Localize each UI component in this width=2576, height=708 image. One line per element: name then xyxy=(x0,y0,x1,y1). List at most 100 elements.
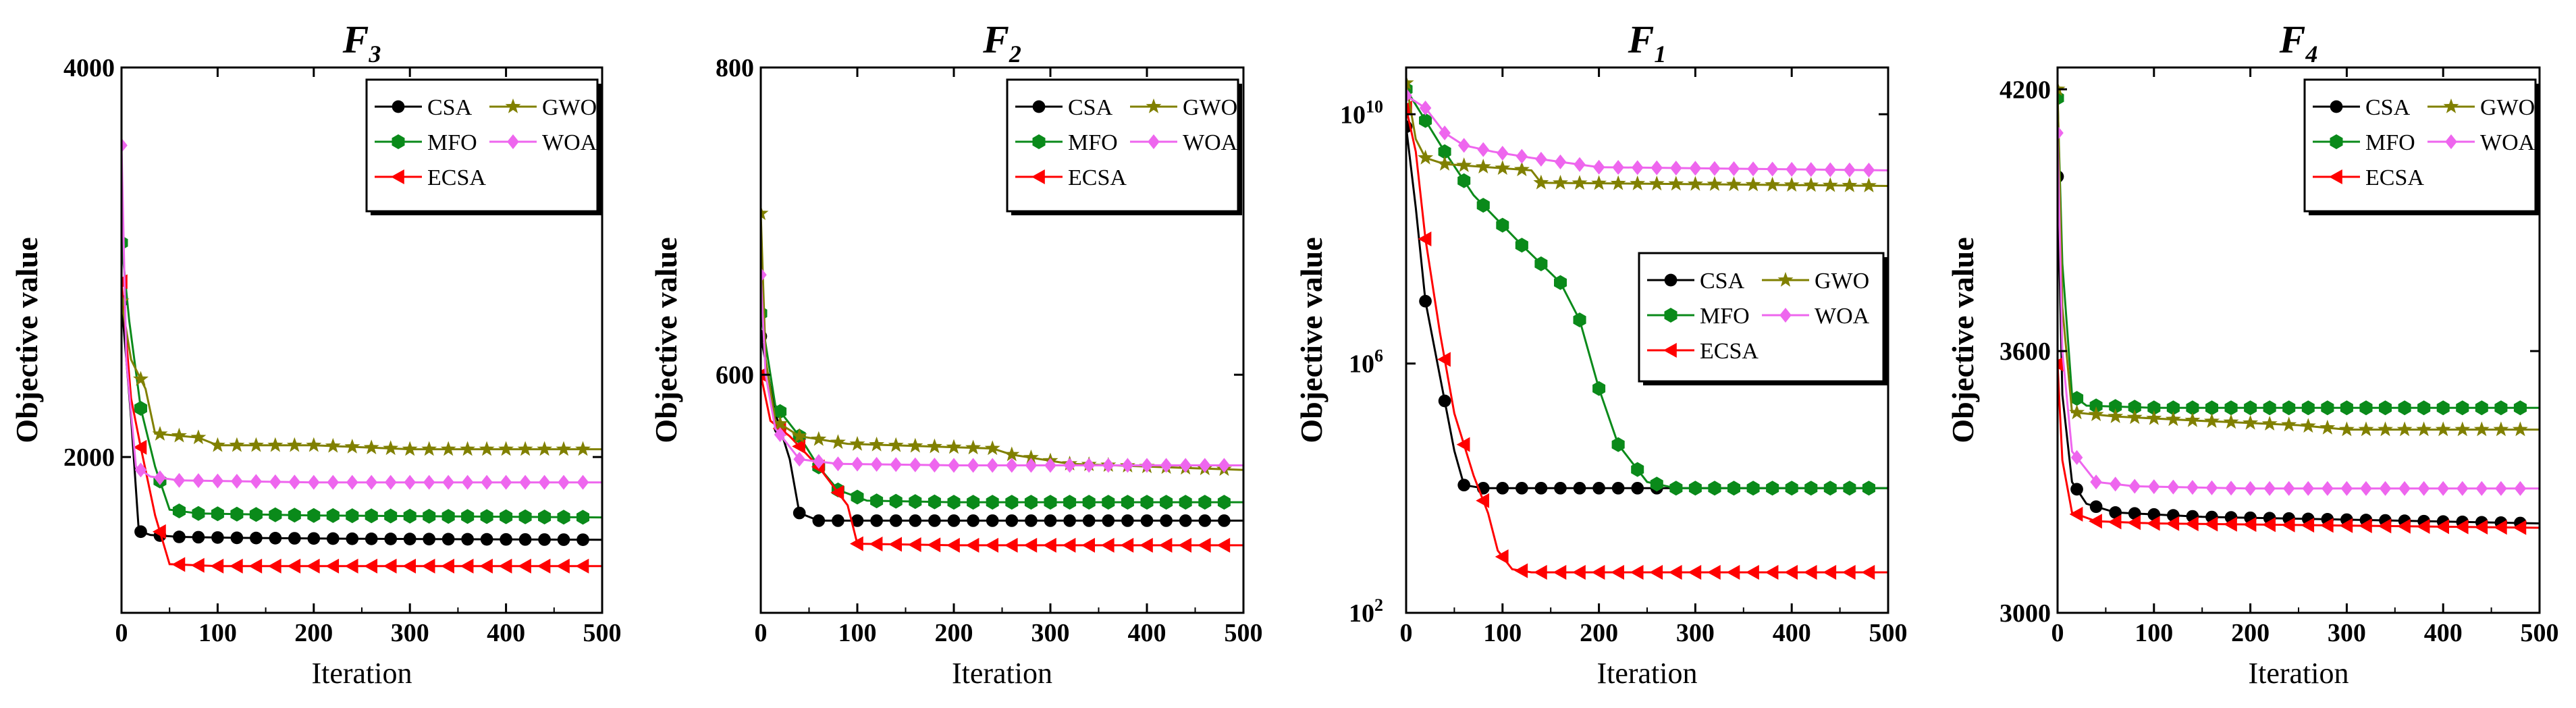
marker-gwo xyxy=(926,438,942,454)
marker-csa xyxy=(851,514,864,527)
marker-csa xyxy=(1025,514,1038,527)
marker-ecsa xyxy=(1842,564,1856,580)
marker-mfo xyxy=(2058,90,2064,106)
marker-mfo xyxy=(1121,495,1134,510)
marker-csa xyxy=(307,532,321,545)
marker-woa xyxy=(761,267,767,283)
chart-title: F4 xyxy=(2279,18,2318,67)
marker-woa xyxy=(250,474,263,489)
marker-gwo xyxy=(2204,413,2220,428)
marker-csa xyxy=(250,531,263,545)
x-tick-label: 300 xyxy=(391,619,429,647)
marker-gwo xyxy=(1023,450,1039,464)
marker-gwo xyxy=(1553,175,1568,190)
marker-ecsa xyxy=(1572,564,1586,580)
marker-woa xyxy=(2398,481,2411,496)
marker-gwo xyxy=(383,440,399,456)
marker-mfo xyxy=(1592,381,1606,396)
series-line-mfo xyxy=(122,242,602,519)
marker-csa xyxy=(211,531,224,544)
marker-gwo xyxy=(171,427,187,443)
marker-ecsa xyxy=(1688,564,1702,580)
marker-mfo xyxy=(557,510,570,525)
marker-mfo xyxy=(2186,400,2199,416)
legend-marker xyxy=(1146,98,1162,113)
marker-ecsa xyxy=(2436,519,2449,535)
marker-mfo xyxy=(384,508,398,524)
marker-gwo xyxy=(1745,176,1761,192)
marker-gwo xyxy=(306,437,322,452)
x-tick-label: 200 xyxy=(294,619,333,647)
marker-ecsa xyxy=(364,558,378,574)
series-line-csa xyxy=(122,301,602,541)
marker-gwo xyxy=(1648,175,1665,191)
x-tick-label: 100 xyxy=(838,619,877,647)
marker-ecsa xyxy=(2127,515,2141,530)
legend-item-woa: WOA xyxy=(1130,130,1238,155)
marker-mfo xyxy=(500,509,513,524)
marker-gwo xyxy=(209,437,225,452)
y-tick-exponent: 6 xyxy=(1374,346,1383,366)
marker-gwo xyxy=(849,436,865,451)
marker-ecsa xyxy=(869,537,883,552)
legend-marker xyxy=(391,169,404,184)
legend: CSA GWO MFO WOA ECSA xyxy=(1638,252,1887,385)
marker-mfo xyxy=(1554,275,1567,290)
marker-woa xyxy=(2417,481,2430,496)
marker-ecsa xyxy=(2166,516,2180,531)
marker-ecsa xyxy=(1649,564,1663,580)
marker-ecsa xyxy=(306,558,320,574)
marker-woa xyxy=(986,458,998,473)
marker-ecsa xyxy=(1178,537,1191,553)
marker-woa xyxy=(481,474,493,490)
marker-woa xyxy=(1786,161,1798,177)
legend-marker xyxy=(1148,134,1160,149)
marker-mfo xyxy=(2359,400,2373,416)
marker-gwo xyxy=(229,437,245,452)
marker-gwo xyxy=(1406,75,1414,90)
legend-label: CSA xyxy=(2365,95,2411,120)
marker-ecsa xyxy=(888,537,902,552)
marker-mfo xyxy=(1160,495,1173,510)
marker-mfo xyxy=(423,508,436,524)
marker-ecsa xyxy=(1533,564,1547,580)
marker-mfo xyxy=(1766,481,1779,496)
marker-gwo xyxy=(1765,176,1781,192)
marker-csa xyxy=(1534,481,1548,495)
marker-gwo xyxy=(2069,404,2085,420)
marker-csa xyxy=(500,533,512,546)
marker-csa xyxy=(384,533,398,545)
marker-gwo xyxy=(1456,157,1472,172)
marker-mfo xyxy=(889,493,903,509)
marker-mfo xyxy=(1082,495,1096,510)
marker-gwo xyxy=(1004,446,1020,462)
marker-csa xyxy=(326,532,340,545)
marker-gwo xyxy=(2281,416,2297,432)
marker-woa xyxy=(519,474,531,490)
marker-ecsa xyxy=(2243,517,2257,533)
marker-ecsa xyxy=(1158,537,1173,553)
marker-mfo xyxy=(1669,481,1683,496)
marker-gwo xyxy=(2184,412,2201,427)
marker-woa xyxy=(538,474,551,490)
marker-woa xyxy=(1554,154,1567,169)
legend-marker xyxy=(1032,100,1046,113)
marker-mfo xyxy=(2417,400,2431,416)
marker-mfo xyxy=(2263,400,2276,416)
series-line-ecsa xyxy=(122,281,602,568)
marker-woa xyxy=(1179,458,1191,473)
marker-csa xyxy=(441,533,455,546)
marker-csa xyxy=(889,514,903,527)
marker-woa xyxy=(1747,161,1759,177)
marker-mfo xyxy=(538,510,552,524)
x-tick-label: 500 xyxy=(583,619,622,647)
marker-csa xyxy=(909,514,922,527)
marker-woa xyxy=(1160,458,1173,473)
series-csa xyxy=(122,294,602,547)
marker-mfo xyxy=(1573,312,1586,327)
marker-csa xyxy=(2089,500,2103,514)
marker-mfo xyxy=(403,508,417,524)
x-tick-label: 200 xyxy=(1580,619,1618,647)
marker-ecsa xyxy=(1476,493,1490,508)
